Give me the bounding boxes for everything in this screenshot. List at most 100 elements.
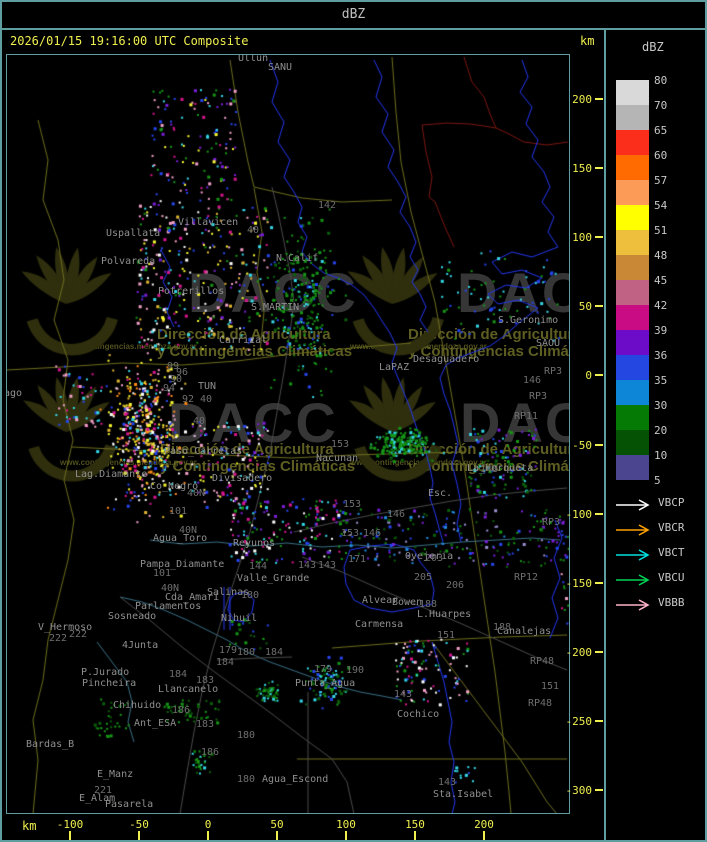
y-tick-label: 100 (572, 231, 592, 244)
timestamp-label: 2026/01/15 19:16:00 UTC Composite (10, 34, 249, 48)
town-label: E_Manz (97, 769, 134, 780)
town-label: Paso_Carretas (164, 446, 243, 457)
town-label: V_Hermoso (38, 622, 93, 633)
vector-arrow-icon (615, 521, 653, 540)
route-label: 222 (49, 633, 68, 644)
town-label: S.MARTIN (251, 302, 300, 313)
x-tick-mark (414, 831, 416, 840)
route-label: 153 (331, 439, 350, 450)
town-label: 4Junta (122, 640, 159, 651)
town-label: Valle_Grande (237, 573, 310, 584)
town-label: Uspallata (106, 228, 161, 239)
town-label: Bowen (392, 597, 423, 608)
title-bar: dBZ (2, 2, 705, 30)
dbz-swatch (616, 380, 649, 405)
town-label: Sosneado (108, 611, 157, 622)
y-tick-label: -300 (565, 784, 593, 797)
town-label: Ovejeria (405, 551, 454, 562)
route-label: 144 (249, 561, 268, 572)
x-tick-label: 150 (405, 818, 425, 831)
town-label: Alvear (362, 595, 399, 606)
y-tick-mark (595, 236, 603, 238)
vector-arrow-icon (615, 596, 653, 615)
route-label: 203 (425, 553, 444, 564)
dbz-swatch (616, 330, 649, 355)
town-label: L.Huarpes (417, 609, 472, 620)
dbz-scale-label: 30 (654, 399, 668, 412)
dbz-scale-label: 57 (654, 174, 668, 187)
route-label: 153 (341, 528, 360, 539)
dbz-swatch (616, 105, 649, 130)
town-label: Esc. (428, 488, 453, 499)
y-tick-mark (595, 167, 603, 169)
vector-legend-label: VBCR (658, 521, 685, 534)
town-label: LaPAZ (379, 362, 410, 373)
y-tick-mark (595, 444, 603, 446)
route-label: RP48 (528, 698, 553, 709)
town-label: Carrizal (219, 335, 268, 346)
town-label: Villavicen (178, 217, 239, 228)
route-label: 143 (438, 777, 457, 788)
town-label: E_Alam (79, 793, 116, 804)
town-label: Cda_Amari (165, 592, 220, 603)
x-tick-mark (69, 831, 71, 840)
y-tick-label: 0 (585, 369, 592, 382)
town-label: Canalejas (497, 626, 552, 637)
dbz-scale-label: 39 (654, 324, 668, 337)
town-label: Parlamentos (135, 601, 202, 612)
route-label: 94 (163, 383, 176, 394)
town-label: Punta_Agua (295, 678, 356, 689)
town-label: Reyunos (233, 538, 276, 549)
map-frame (6, 54, 570, 814)
x-tick-label: -100 (56, 818, 84, 831)
y-tick-mark (595, 374, 603, 376)
vector-arrow-icon (615, 571, 653, 590)
dbz-swatch (616, 355, 649, 380)
town-label: Pasarela (105, 799, 154, 810)
town-label: Ant_ESA (134, 718, 177, 729)
town-label: Agua_Escond (262, 774, 329, 785)
route-label: 186 (201, 747, 220, 758)
town-label: Nacunan (316, 453, 359, 464)
town-label: Nihuil (221, 613, 258, 624)
x-tick-label: 50 (270, 818, 284, 831)
dbz-scale-label: 54 (654, 199, 668, 212)
route-label: 186 (172, 705, 191, 716)
town-label: TUN (198, 381, 217, 392)
dbz-swatch (616, 130, 649, 155)
dbz-swatch (616, 255, 649, 280)
dbz-scale-label: 60 (654, 149, 668, 162)
dbz-swatch (616, 80, 649, 105)
dbz-swatch (616, 455, 649, 480)
dbz-scale-label: 5 (654, 474, 661, 487)
town-label: Cochico (397, 709, 440, 720)
route-label: 183 (196, 675, 215, 686)
route-label: 146 (363, 528, 382, 539)
town-label: Potrerillos (158, 286, 225, 297)
route-label: RP3 (529, 391, 548, 402)
dbz-scale-label: 10 (654, 449, 668, 462)
y-tick-label: 150 (572, 162, 592, 175)
route-label: 99 (167, 361, 180, 372)
route-label: 148 (480, 464, 499, 475)
route-label: 146 (387, 509, 406, 520)
route-label: 179 (219, 645, 238, 656)
route-label: 183 (196, 719, 215, 730)
y-tick-mark (595, 98, 603, 100)
route-label: 205 (414, 572, 433, 583)
dbz-swatch (616, 205, 649, 230)
town-label: Lag.Diamante (75, 469, 148, 480)
town-label: Pincheira (82, 678, 137, 689)
town-label: Polvareda (101, 256, 156, 267)
route-label: 40N (161, 583, 180, 594)
route-label: 188 (419, 599, 438, 610)
route-label: RP11 (514, 411, 539, 422)
town-label: Bardas_B (26, 739, 75, 750)
town-label: Agua_Toro (153, 533, 208, 544)
town-label: Divisadero (212, 473, 273, 484)
route-label: 142 (318, 200, 337, 211)
route-label: 90 (170, 374, 183, 385)
route-label: 171 (348, 554, 367, 565)
town-label: Llancanelo (158, 684, 219, 695)
y-tick-label: -150 (565, 577, 593, 590)
